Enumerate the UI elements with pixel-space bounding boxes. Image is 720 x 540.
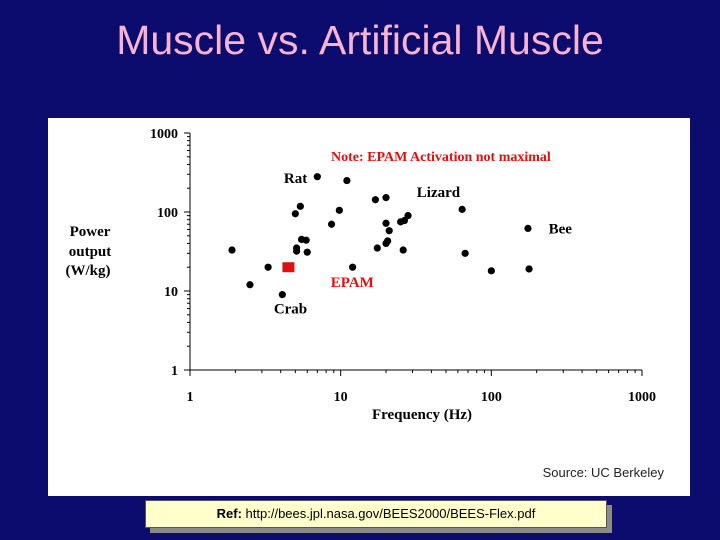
data-point [385, 227, 393, 235]
data-point [404, 212, 412, 220]
x-tick-label: 10 [334, 390, 348, 405]
data-point [296, 202, 304, 210]
y-tick-label: 1 [171, 364, 178, 379]
data-point [348, 263, 357, 271]
reference-box: Ref: http://bees.jpl.nasa.gov/BEES2000/B… [145, 500, 607, 528]
data-point [302, 236, 310, 244]
data-point [246, 281, 254, 289]
data-point [335, 206, 343, 214]
y-tick-label: 1000 [150, 127, 178, 142]
data-point [487, 267, 495, 275]
chart-note: Note: EPAM Activation not maximal [331, 150, 551, 165]
annotation-label: Lizard [417, 185, 461, 201]
chart-figure: 1 10 100 1000 1 10 100 1000 Frequency (Hz) Power o… [48, 118, 690, 496]
ref-url-link[interactable]: http://bees.jpl.nasa.gov/BEES2000/BEES-F… [245, 506, 536, 521]
data-point [373, 244, 381, 252]
annotation-label: Bee [549, 221, 573, 237]
y-axis-label-line: (W/kg) [66, 263, 111, 279]
data-point [461, 249, 469, 257]
data-point [313, 173, 321, 181]
data-point [399, 246, 407, 254]
x-tick-label: 100 [481, 390, 502, 405]
y-axis-label-line: Power [70, 224, 111, 240]
annotation-label: Crab [274, 302, 307, 318]
data-point [228, 246, 236, 254]
data-point [371, 196, 379, 204]
data-point [293, 247, 301, 255]
data-point [264, 263, 272, 271]
data-point [291, 210, 299, 218]
x-axis-label: Frequency (Hz) [372, 407, 472, 423]
data-point [525, 265, 533, 273]
y-tick-label: 100 [157, 206, 178, 221]
data-point [327, 220, 336, 228]
data-point [524, 224, 532, 233]
x-tick-label: 1 [187, 390, 194, 405]
data-point [278, 291, 286, 299]
data-point [303, 248, 311, 256]
data-point [382, 194, 390, 202]
y-tick-label: 10 [164, 285, 178, 300]
slide-title: Muscle vs. Artificial Muscle [116, 17, 604, 63]
data-point [382, 219, 390, 227]
epam-data-point [282, 262, 295, 273]
scatter-chart: 1 10 100 1000 1 10 100 1000 Frequency (Hz) Power o… [66, 127, 657, 423]
x-tick-label: 1000 [628, 390, 656, 405]
ref-label: Ref: [216, 506, 242, 521]
data-point [458, 205, 466, 213]
source-credit: Source: UC Berkeley [542, 465, 664, 480]
data-point [382, 239, 390, 248]
annotation-label: EPAM [331, 275, 374, 291]
annotation-label: Rat [284, 171, 307, 187]
y-axis-label-line: output [69, 244, 112, 260]
data-point [343, 176, 351, 185]
